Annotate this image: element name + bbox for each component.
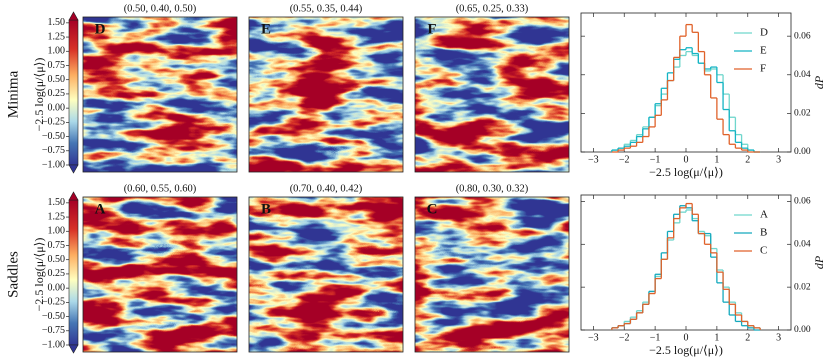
row-label: Saddles (5, 251, 21, 298)
colorbar-tick-label: 0.50 (48, 254, 66, 265)
x-tick-label: 0 (684, 332, 689, 343)
colorbar (68, 199, 79, 346)
colorbar-tick-label: −1.00 (42, 159, 65, 170)
map-panel (249, 17, 403, 172)
legend-label: B (760, 227, 767, 239)
y-tick-label: 0.00 (794, 325, 811, 335)
panel-frame (248, 16, 404, 173)
hist-series (611, 47, 761, 153)
x-tick-label: −2 (619, 332, 630, 343)
hist-series (611, 205, 761, 331)
colorbar-tick-label: 0.75 (48, 240, 66, 251)
colorbar-tick-label: 1.00 (48, 226, 66, 237)
x-axis-label: −2.5 log(μ/⟨μ⟩) (649, 343, 723, 357)
colorbar (68, 19, 79, 166)
colorbar-tick-label: −1.00 (42, 339, 65, 350)
panel-letter: F (427, 21, 436, 37)
colorbar-extend (68, 164, 79, 174)
colorbar-tick-label: 0.75 (48, 60, 66, 71)
x-tick-label: 1 (714, 154, 719, 165)
y-tick-label: 0.06 (794, 197, 811, 207)
panel-frame (414, 16, 570, 173)
colorbar-tick-label: 0.50 (48, 74, 66, 85)
colorbar-tick-label: 1.00 (48, 46, 66, 57)
colorbar-tick-label: 1.25 (48, 211, 66, 222)
x-tick-label: −2 (619, 154, 630, 165)
colorbar-extend (68, 344, 79, 354)
map-panel (415, 17, 569, 172)
panel-frame (414, 196, 570, 353)
colorbar-label: −2.5 log(μ/⟨μ⟩) (32, 238, 46, 312)
colorbar-tick-label: −0.75 (42, 145, 65, 156)
panel-frame (82, 16, 238, 173)
panel-frame (82, 196, 238, 353)
map-panel (83, 197, 237, 352)
map-panel (249, 197, 403, 352)
x-axis-label: −2.5 log(μ/⟨μ⟩) (649, 165, 723, 179)
legend-label: A (760, 209, 768, 221)
panel-params: (0.55, 0.35, 0.44) (290, 3, 363, 14)
panel-params: (0.50, 0.40, 0.50) (124, 3, 197, 14)
panel-params: (0.65, 0.25, 0.33) (456, 3, 529, 14)
y-axis-label: dP (812, 75, 826, 89)
y-tick-label: 0.00 (794, 147, 811, 157)
panel-params: (0.80, 0.30, 0.32) (456, 183, 529, 194)
colorbar-tick-label: 0.00 (48, 102, 66, 113)
panel-frame (248, 196, 404, 353)
x-tick-label: 2 (745, 154, 750, 165)
x-tick-label: −1 (650, 154, 661, 165)
x-tick-label: 0 (684, 154, 689, 165)
colorbar-tick-label: −0.25 (42, 297, 65, 308)
y-tick-label: 0.02 (794, 109, 811, 119)
x-tick-label: 1 (714, 332, 719, 343)
hist-series (611, 50, 761, 153)
y-tick-label: 0.04 (794, 70, 811, 80)
panel-letter: A (95, 201, 106, 217)
colorbar-label: −2.5 log(μ/⟨μ⟩) (32, 58, 46, 132)
legend-label: F (760, 63, 766, 75)
colorbar-tick-label: 0.00 (48, 282, 66, 293)
panel-letter: C (427, 201, 438, 217)
legend-label: C (760, 245, 767, 257)
panel-params: (0.60, 0.55, 0.60) (124, 183, 197, 194)
colorbar-extend (68, 191, 79, 201)
colorbar-tick-label: 1.50 (48, 17, 66, 28)
panel-params: (0.70, 0.40, 0.42) (290, 183, 363, 194)
colorbar-tick-label: 1.50 (48, 197, 66, 208)
map-panel (415, 197, 569, 352)
colorbar-tick-label: −0.50 (42, 131, 65, 142)
legend-label: E (760, 45, 767, 57)
y-tick-label: 0.04 (794, 239, 811, 249)
y-axis-label: dP (812, 255, 826, 269)
colorbar-extend (68, 11, 79, 21)
panel-letter: E (261, 21, 271, 37)
panel-letter: D (95, 21, 106, 37)
row-label: Minima (5, 70, 21, 118)
hist-series (611, 202, 761, 330)
x-tick-label: −3 (588, 332, 599, 343)
x-tick-label: 3 (776, 332, 781, 343)
map-panel (83, 17, 237, 172)
colorbar-tick-label: 0.25 (48, 268, 66, 279)
y-tick-label: 0.02 (794, 282, 811, 292)
colorbar-tick-label: −0.75 (42, 325, 65, 336)
colorbar-tick-label: −0.25 (42, 117, 65, 128)
colorbar-tick-label: −0.50 (42, 311, 65, 322)
x-tick-label: −1 (650, 332, 661, 343)
hist-series (611, 23, 761, 153)
x-tick-label: 2 (745, 332, 750, 343)
legend-label: D (760, 27, 768, 39)
colorbar-tick-label: 1.25 (48, 31, 66, 42)
panel-letter: B (261, 201, 271, 217)
x-tick-label: −3 (588, 154, 599, 165)
x-tick-label: 3 (776, 154, 781, 165)
colorbar-tick-label: 0.25 (48, 88, 66, 99)
y-tick-label: 0.06 (794, 31, 811, 41)
hist-series (611, 209, 761, 330)
